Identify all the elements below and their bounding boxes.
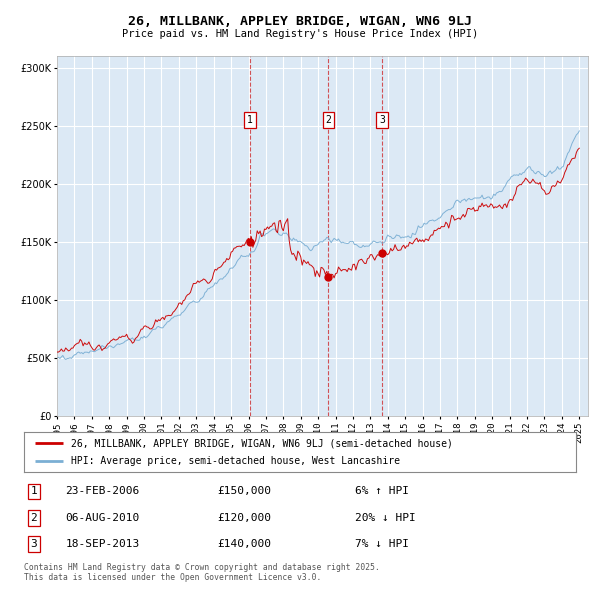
Text: 3: 3 <box>379 115 385 125</box>
Text: 3: 3 <box>31 539 37 549</box>
Text: 23-FEB-2006: 23-FEB-2006 <box>65 486 140 496</box>
Text: 26, MILLBANK, APPLEY BRIDGE, WIGAN, WN6 9LJ (semi-detached house): 26, MILLBANK, APPLEY BRIDGE, WIGAN, WN6 … <box>71 438 453 448</box>
Text: Contains HM Land Registry data © Crown copyright and database right 2025.
This d: Contains HM Land Registry data © Crown c… <box>24 563 380 582</box>
Text: 7% ↓ HPI: 7% ↓ HPI <box>355 539 409 549</box>
Text: £140,000: £140,000 <box>217 539 271 549</box>
Text: Price paid vs. HM Land Registry's House Price Index (HPI): Price paid vs. HM Land Registry's House … <box>122 29 478 38</box>
Text: £150,000: £150,000 <box>217 486 271 496</box>
Text: 26, MILLBANK, APPLEY BRIDGE, WIGAN, WN6 9LJ: 26, MILLBANK, APPLEY BRIDGE, WIGAN, WN6 … <box>128 15 472 28</box>
Text: 1: 1 <box>247 115 253 125</box>
Text: 2: 2 <box>31 513 37 523</box>
Text: 06-AUG-2010: 06-AUG-2010 <box>65 513 140 523</box>
Text: 20% ↓ HPI: 20% ↓ HPI <box>355 513 416 523</box>
Text: £120,000: £120,000 <box>217 513 271 523</box>
Text: HPI: Average price, semi-detached house, West Lancashire: HPI: Average price, semi-detached house,… <box>71 455 400 466</box>
Text: 1: 1 <box>31 486 37 496</box>
Text: 6% ↑ HPI: 6% ↑ HPI <box>355 486 409 496</box>
Text: 2: 2 <box>325 115 331 125</box>
Text: 18-SEP-2013: 18-SEP-2013 <box>65 539 140 549</box>
